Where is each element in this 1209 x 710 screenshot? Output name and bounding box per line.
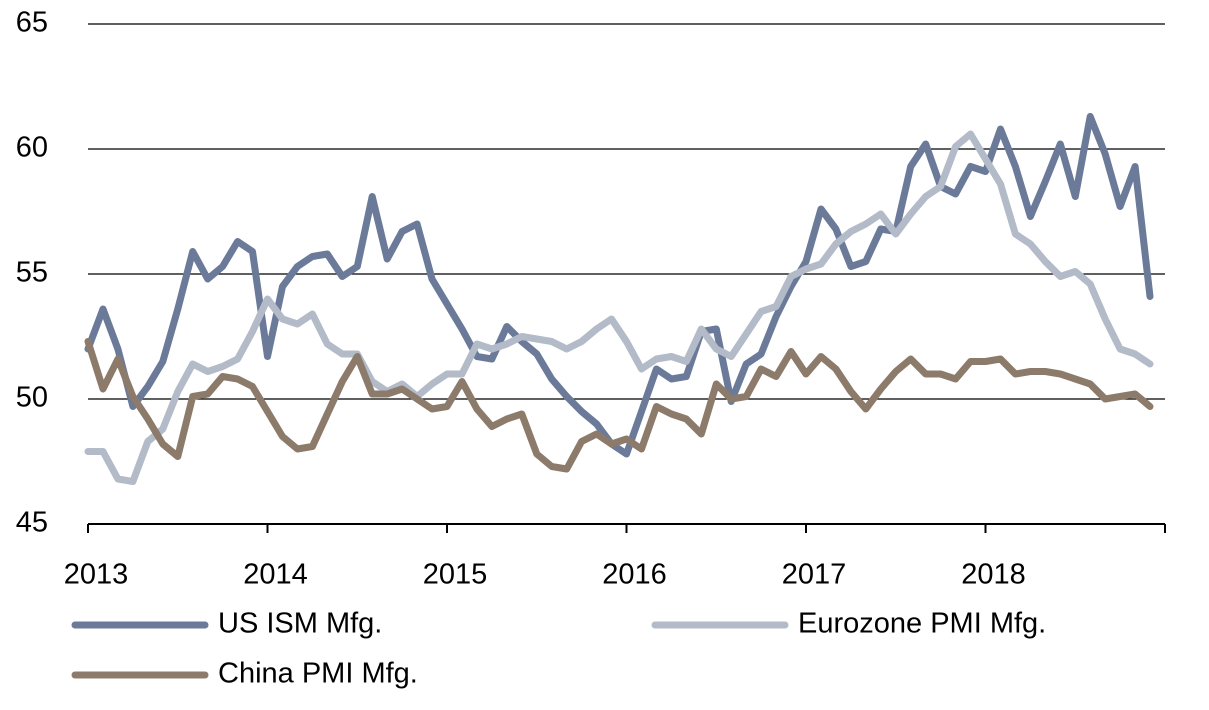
legend-label: Eurozone PMI Mfg. bbox=[798, 608, 1046, 640]
series-line bbox=[84, 130, 1154, 485]
x-tick-label: 2014 bbox=[243, 559, 308, 591]
y-tick-label: 45 bbox=[16, 507, 48, 539]
series-line bbox=[84, 338, 1154, 473]
x-tick-label: 2015 bbox=[423, 559, 488, 591]
legend-label: US ISM Mfg. bbox=[218, 608, 382, 640]
x-tick-label: 2018 bbox=[961, 559, 1026, 591]
y-tick-label: 50 bbox=[16, 382, 48, 414]
x-tick-label: 2017 bbox=[782, 559, 847, 591]
series-line bbox=[84, 113, 1154, 458]
x-tick-label: 2013 bbox=[64, 559, 129, 591]
y-tick-label: 60 bbox=[16, 132, 48, 164]
legend-label: China PMI Mfg. bbox=[218, 658, 418, 690]
y-tick-label: 55 bbox=[16, 257, 48, 289]
x-tick-label: 2016 bbox=[602, 559, 667, 591]
y-tick-label: 65 bbox=[16, 7, 48, 39]
